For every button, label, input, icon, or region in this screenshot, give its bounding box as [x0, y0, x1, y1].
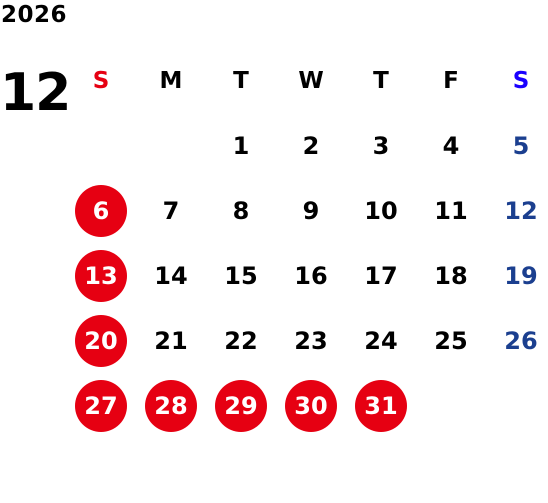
- day-cell: 2: [302, 131, 320, 160]
- day-cell: 25: [434, 326, 468, 355]
- day-cell: 10: [364, 196, 398, 225]
- weekday-header-sunday: S: [92, 67, 110, 94]
- holiday-day-number: 6: [75, 184, 127, 237]
- day-cell-holiday: 13: [66, 243, 136, 308]
- day-cell-holiday: 28: [136, 373, 206, 438]
- holiday-day-number: 27: [75, 379, 127, 432]
- day-cell: 18: [434, 261, 468, 290]
- weekday-header-monday: M: [159, 67, 183, 94]
- day-cell-holiday: 27: [66, 373, 136, 438]
- day-cell-saturday: 19: [504, 261, 538, 290]
- day-cell: 3: [372, 131, 390, 160]
- day-cell: 24: [364, 326, 398, 355]
- day-cell: 9: [302, 196, 320, 225]
- day-cell-saturday: 12: [504, 196, 538, 225]
- calendar-year: 2026: [1, 2, 68, 28]
- day-cell: 1: [232, 131, 250, 160]
- holiday-day-number: 13: [75, 249, 127, 302]
- weekday-header-tuesday: T: [233, 67, 249, 94]
- weekday-header-thursday: T: [373, 67, 389, 94]
- holiday-day-number: 30: [285, 379, 337, 432]
- day-cell-holiday: 29: [206, 373, 276, 438]
- day-cell: 7: [162, 196, 180, 225]
- day-cell-saturday: 26: [504, 326, 538, 355]
- day-cell-holiday: 31: [346, 373, 416, 438]
- day-cell: 22: [224, 326, 258, 355]
- weekday-header-saturday: S: [512, 67, 530, 94]
- day-cell: 16: [294, 261, 328, 290]
- holiday-day-number: 29: [215, 379, 267, 432]
- day-cell-holiday: 30: [276, 373, 346, 438]
- day-cell: 4: [442, 131, 460, 160]
- holiday-day-number: 28: [145, 379, 197, 432]
- holiday-day-number: 20: [75, 314, 127, 367]
- day-cell: 21: [154, 326, 188, 355]
- day-cell: 17: [364, 261, 398, 290]
- weekday-header-friday: F: [443, 67, 459, 94]
- empty-day-cell: [136, 113, 206, 178]
- day-cell: 23: [294, 326, 328, 355]
- day-cell: 11: [434, 196, 468, 225]
- day-cell: 14: [154, 261, 188, 290]
- day-cell: 15: [224, 261, 258, 290]
- empty-day-cell: [66, 113, 136, 178]
- day-cell-holiday: 20: [66, 308, 136, 373]
- day-cell: 8: [232, 196, 250, 225]
- day-cell-saturday: 5: [512, 131, 530, 160]
- calendar-month: 12: [0, 63, 71, 123]
- day-cell-holiday: 6: [66, 178, 136, 243]
- weekday-header-wednesday: W: [298, 67, 324, 94]
- calendar-grid: S M T W T F S 1 2 3 4 5 6 7 8 9 10 11 12 13 14 15 16 17 1…: [66, 48, 548, 438]
- holiday-day-number: 31: [355, 379, 407, 432]
